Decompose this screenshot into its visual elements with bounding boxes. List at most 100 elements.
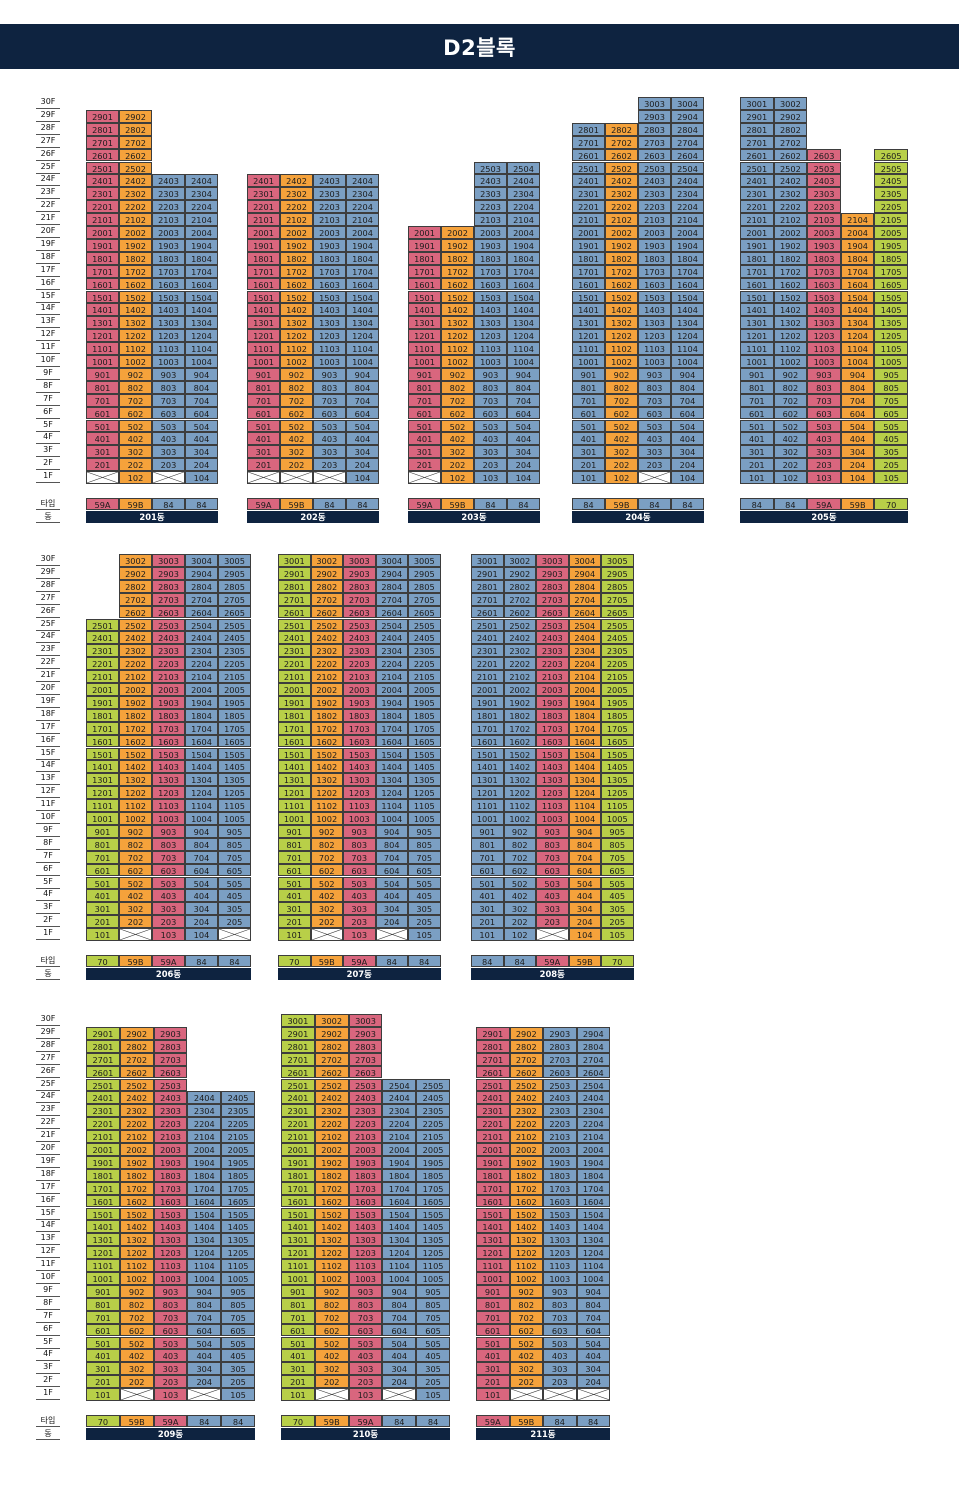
unit-cell[interactable]: 2301 xyxy=(86,644,119,658)
unit-cell[interactable]: 202 xyxy=(119,1375,154,1389)
unit-cell[interactable]: 2403 xyxy=(152,174,185,188)
unit-cell[interactable]: 502 xyxy=(314,1336,349,1350)
unit-cell[interactable]: 2204 xyxy=(382,1117,417,1131)
unit-cell[interactable]: 2702 xyxy=(119,1052,154,1066)
unit-cell[interactable]: 2901 xyxy=(278,566,311,580)
unit-cell[interactable]: 1402 xyxy=(280,303,313,317)
unit-cell[interactable]: 205 xyxy=(221,1375,255,1389)
unit-cell[interactable]: 2801 xyxy=(471,579,504,593)
unit-cell[interactable]: 1904 xyxy=(346,238,379,252)
unit-cell[interactable]: 205 xyxy=(408,915,441,929)
unit-cell[interactable]: 2104 xyxy=(346,213,379,226)
unit-cell[interactable]: 1705 xyxy=(408,721,441,735)
unit-cell[interactable]: 2004 xyxy=(346,226,379,239)
unit-cell[interactable]: 1303 xyxy=(152,316,185,330)
unit-cell[interactable]: 2404 xyxy=(568,631,601,645)
unit-cell[interactable]: 2305 xyxy=(874,187,908,201)
unit-cell[interactable]: 2102 xyxy=(119,670,152,683)
unit-cell[interactable]: 403 xyxy=(536,889,569,903)
unit-cell[interactable]: 3003 xyxy=(343,554,376,567)
unit-cell[interactable]: 2401 xyxy=(572,174,605,188)
unit-cell[interactable]: 305 xyxy=(416,1362,450,1376)
unit-cell[interactable]: 1802 xyxy=(119,708,152,722)
unit-cell[interactable]: 201 xyxy=(281,1375,315,1389)
unit-cell[interactable]: 503 xyxy=(348,1336,383,1350)
unit-cell[interactable]: 2803 xyxy=(152,579,185,593)
unit-cell[interactable]: 602 xyxy=(280,406,313,420)
unit-cell[interactable]: 802 xyxy=(314,1297,349,1311)
unit-cell[interactable]: 2803 xyxy=(638,122,671,136)
unit-cell[interactable]: 1801 xyxy=(471,708,504,722)
unit-cell[interactable]: 201 xyxy=(247,458,280,472)
unit-cell[interactable]: 403 xyxy=(313,432,346,446)
unit-cell[interactable]: 101 xyxy=(278,928,311,941)
unit-cell[interactable]: 304 xyxy=(185,902,218,916)
unit-cell[interactable]: 604 xyxy=(346,406,379,420)
unit-cell[interactable]: 803 xyxy=(638,380,671,394)
unit-cell[interactable]: 3003 xyxy=(638,97,671,110)
unit-cell[interactable]: 3003 xyxy=(152,554,185,567)
unit-cell[interactable]: 2203 xyxy=(638,200,671,214)
unit-cell[interactable]: 1104 xyxy=(507,342,540,355)
unit-cell[interactable]: 1405 xyxy=(416,1220,450,1234)
unit-cell[interactable]: 1401 xyxy=(471,760,504,774)
unit-cell[interactable]: 604 xyxy=(187,1323,222,1337)
unit-cell[interactable]: 1803 xyxy=(474,251,507,265)
unit-cell[interactable]: 2403 xyxy=(474,174,507,188)
unit-cell[interactable]: 902 xyxy=(441,367,474,381)
unit-cell[interactable]: 504 xyxy=(568,876,601,890)
unit-cell[interactable]: 602 xyxy=(605,406,638,420)
unit-cell[interactable]: 103 xyxy=(153,1388,188,1401)
unit-cell[interactable]: 2602 xyxy=(503,605,536,619)
unit-cell[interactable]: 1605 xyxy=(874,277,908,291)
unit-cell[interactable]: 2904 xyxy=(375,566,408,580)
unit-cell[interactable]: 105 xyxy=(416,1388,450,1401)
unit-cell[interactable]: 1202 xyxy=(441,329,474,343)
unit-cell[interactable]: 1505 xyxy=(416,1207,450,1221)
unit-cell[interactable]: 1101 xyxy=(86,1259,120,1272)
unit-cell[interactable]: 2401 xyxy=(740,174,774,188)
unit-cell[interactable]: 1101 xyxy=(572,342,605,355)
unit-cell[interactable]: 1403 xyxy=(536,760,569,774)
unit-cell[interactable]: 804 xyxy=(568,837,601,851)
unit-cell[interactable]: 2301 xyxy=(86,1104,120,1118)
unit-cell[interactable]: 2301 xyxy=(247,187,280,201)
unit-cell[interactable]: 2701 xyxy=(86,1052,120,1066)
unit-cell[interactable]: 1103 xyxy=(343,799,376,812)
unit-cell[interactable]: 1904 xyxy=(375,695,408,709)
unit-cell[interactable]: 2105 xyxy=(601,670,634,683)
unit-cell[interactable]: 1101 xyxy=(408,342,441,355)
unit-cell[interactable]: 1203 xyxy=(313,329,346,343)
unit-cell[interactable]: 1002 xyxy=(119,812,152,825)
unit-cell[interactable]: 1001 xyxy=(278,812,311,825)
unit-cell[interactable]: 704 xyxy=(507,393,540,407)
unit-cell[interactable]: 2402 xyxy=(314,1091,349,1105)
unit-cell[interactable]: 2303 xyxy=(152,644,185,658)
unit-cell[interactable]: 1903 xyxy=(474,238,507,252)
unit-cell[interactable]: 1303 xyxy=(474,316,507,330)
unit-cell[interactable]: 2905 xyxy=(601,566,634,580)
unit-cell[interactable]: 3005 xyxy=(218,554,251,567)
unit-cell[interactable]: 1505 xyxy=(874,290,908,304)
unit-cell[interactable]: 2803 xyxy=(153,1039,188,1053)
unit-cell[interactable]: 1701 xyxy=(572,264,605,278)
unit-cell[interactable]: 903 xyxy=(638,367,671,381)
unit-cell[interactable]: 1501 xyxy=(476,1207,510,1221)
unit-cell[interactable]: 2404 xyxy=(576,1091,610,1105)
unit-cell[interactable]: 1602 xyxy=(503,734,536,748)
unit-cell[interactable]: 902 xyxy=(509,1284,543,1298)
unit-cell[interactable]: 402 xyxy=(509,1349,543,1363)
unit-cell[interactable]: 2903 xyxy=(536,566,569,580)
unit-cell[interactable]: 1302 xyxy=(280,316,313,330)
unit-cell[interactable]: 1604 xyxy=(507,277,540,291)
unit-cell[interactable]: 1704 xyxy=(840,264,875,278)
unit-cell[interactable]: 1501 xyxy=(86,290,119,304)
unit-cell[interactable]: 2703 xyxy=(543,1052,577,1066)
unit-cell[interactable]: 304 xyxy=(671,445,704,459)
unit-cell[interactable]: 502 xyxy=(509,1336,543,1350)
unit-cell[interactable]: 1104 xyxy=(576,1259,610,1272)
unit-cell[interactable]: 1304 xyxy=(576,1233,610,1247)
unit-cell[interactable]: 2402 xyxy=(119,174,152,188)
unit-cell[interactable]: 2401 xyxy=(86,631,119,645)
unit-cell[interactable]: 303 xyxy=(807,445,841,459)
